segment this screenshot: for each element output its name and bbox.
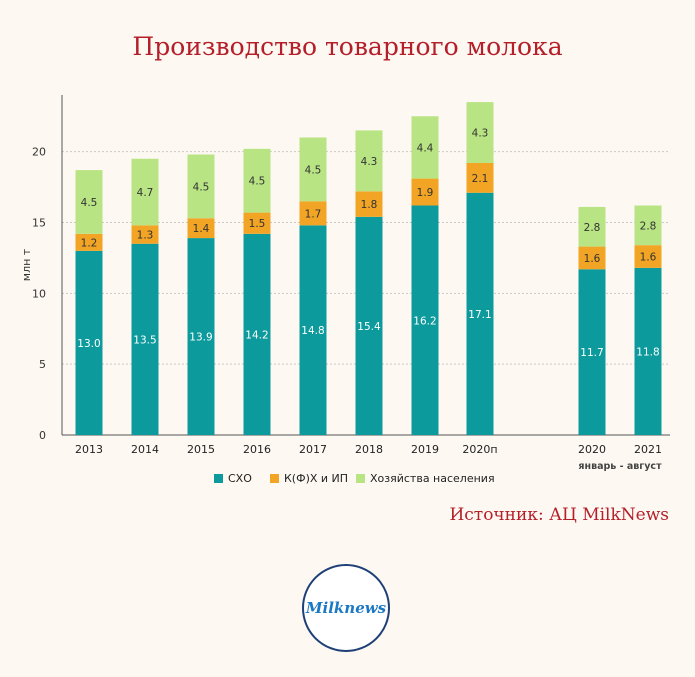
bar-segment [578, 246, 606, 270]
bar-segment [243, 212, 271, 234]
x-tick-label: 2019 [411, 443, 439, 456]
data-label: 4.4 [417, 142, 434, 154]
source-value: АЦ MilkNews [549, 505, 669, 525]
data-label: 4.5 [193, 181, 210, 193]
data-label: 4.5 [249, 176, 266, 188]
bar-segment [355, 216, 383, 435]
bar-segment [466, 102, 494, 163]
bar-segment [634, 267, 662, 435]
x-tick-label: 2018 [355, 443, 383, 456]
category-note: январь - август [578, 461, 662, 472]
data-label: 13.9 [189, 332, 212, 344]
data-label: 4.3 [361, 156, 378, 168]
data-label: 1.6 [584, 253, 601, 265]
bar-segment [466, 163, 494, 193]
bar-segment [411, 205, 439, 435]
bar-segment [187, 218, 215, 239]
data-label: 14.2 [245, 329, 268, 341]
y-tick-label: 10 [32, 287, 46, 300]
bar-segment [355, 191, 383, 217]
bar-segment [131, 243, 159, 435]
bar-segment [243, 148, 271, 213]
bar-segment [299, 137, 327, 202]
bar-segment [131, 158, 159, 226]
logo-text: Milknews [305, 599, 387, 617]
x-tick-label: 2013 [75, 443, 103, 456]
bar-segment [634, 205, 662, 246]
bar-segment [299, 225, 327, 435]
bar-segment [187, 238, 215, 435]
y-axis-label: млн т [20, 248, 33, 281]
data-label: 16.2 [413, 315, 436, 327]
stacked-bar-chart: 0 5 10 15 20 млн т 13.0 1.2 4.5 2013 13.5 1.3 4.7 201… [20, 95, 670, 485]
x-tick-label: 2021 [634, 443, 662, 456]
data-label: 1.7 [305, 208, 322, 220]
data-label: 2.8 [584, 222, 601, 234]
bar-segment [355, 130, 383, 192]
x-tick-label: 2016 [243, 443, 271, 456]
legend-swatch [270, 474, 279, 483]
y-tick-label: 0 [39, 429, 46, 442]
bar-segment [578, 206, 606, 247]
bar-segment [243, 233, 271, 435]
bar-segment [411, 178, 439, 206]
data-label: 11.8 [636, 346, 659, 358]
data-label: 14.8 [301, 325, 324, 337]
data-label: 1.6 [640, 252, 657, 264]
data-label: 1.3 [137, 230, 154, 242]
x-tick-label: 2014 [131, 443, 159, 456]
data-label: 17.1 [468, 309, 491, 321]
x-tick-label: 2017 [299, 443, 327, 456]
legend-label: К(Ф)Х и ИП [284, 472, 348, 485]
data-label: 15.4 [357, 321, 381, 333]
bar-segment [75, 233, 103, 251]
data-label: 2.8 [640, 220, 657, 232]
data-label: 4.7 [137, 187, 154, 199]
bar-segment [411, 116, 439, 179]
source-note: Источник: АЦ MilkNews [449, 505, 669, 525]
legend-label: СХО [228, 472, 252, 485]
data-label: 4.3 [472, 128, 489, 140]
y-tick-label: 5 [39, 358, 46, 371]
milknews-logo: Milknews [302, 564, 390, 652]
bar-segment [75, 250, 103, 435]
data-label: 4.5 [305, 164, 322, 176]
bar-segment [578, 269, 606, 435]
y-tick-label: 15 [32, 217, 46, 230]
bar-segment [187, 154, 215, 219]
legend-swatch [214, 474, 223, 483]
data-label: 4.5 [81, 197, 98, 209]
source-label: Источник: [449, 505, 544, 525]
bar-segment [466, 192, 494, 435]
x-tick-label: 2020п [462, 443, 497, 456]
bar-segment [634, 245, 662, 268]
data-label: 1.2 [81, 237, 98, 249]
legend-swatch [356, 474, 365, 483]
bar-segment [75, 170, 103, 234]
data-label: 1.8 [361, 199, 378, 211]
chart-title: Производство товарного молока [132, 32, 563, 61]
bar-segment [299, 201, 327, 226]
x-tick-label: 2015 [187, 443, 215, 456]
legend-label: Хозяйства населения [370, 472, 495, 485]
data-label: 1.5 [249, 218, 266, 230]
x-tick-label: 2020 [578, 443, 606, 456]
data-label: 13.0 [77, 338, 100, 350]
bar-segment [131, 225, 159, 244]
data-label: 1.4 [193, 223, 210, 235]
y-tick-label: 20 [32, 146, 46, 159]
data-label: 1.9 [417, 187, 434, 199]
data-label: 11.7 [580, 347, 603, 359]
data-label: 2.1 [472, 173, 489, 185]
data-label: 13.5 [133, 334, 156, 346]
